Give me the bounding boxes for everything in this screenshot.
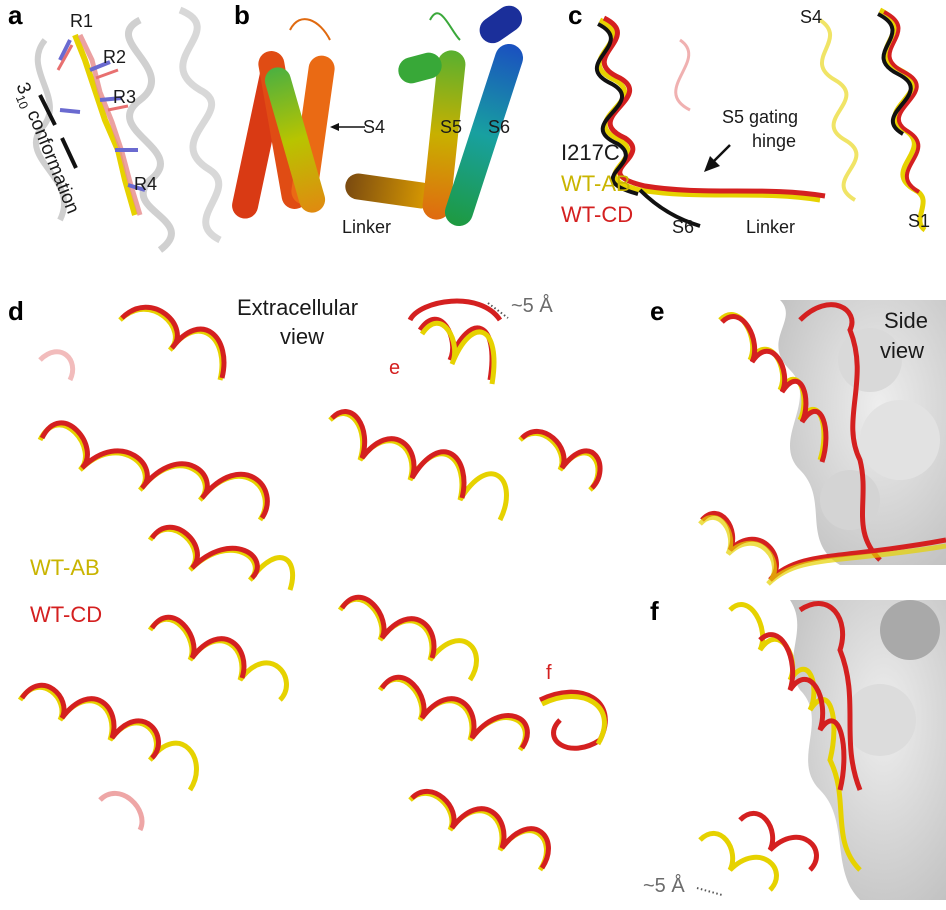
panel-letter-f: f — [650, 596, 659, 626]
panel-c-hinge-arrowhead — [704, 156, 720, 172]
residue-label-r3: R3 — [113, 87, 137, 107]
panel-b-cylinders — [232, 5, 524, 227]
residue-label-r1: R1 — [70, 11, 94, 31]
panel-letter-b: b — [234, 0, 250, 30]
panel-d-distance-dots — [487, 302, 509, 319]
panel-f-distance: ~5 Å — [643, 875, 685, 897]
panel-f-surface — [790, 600, 946, 900]
panel-a-structure — [32, 6, 223, 253]
panel-f-structure — [698, 601, 863, 892]
panel-c-hinge-arrow — [711, 144, 731, 164]
panel-letter-d: d — [8, 296, 24, 326]
residue-label-r2: R2 — [103, 47, 127, 67]
panel-d-structure — [17, 298, 608, 872]
panel-e-title-line2: view — [880, 338, 925, 363]
linker-label-b: Linker — [342, 217, 392, 237]
panel-e-title-line1: Side — [884, 308, 929, 333]
helix-label-s5: S5 — [440, 117, 463, 137]
panel-b-s4-arrowhead — [330, 123, 339, 131]
panel-e-structure — [698, 302, 946, 586]
panel-letter-c: c — [568, 0, 583, 30]
hinge-label-line2: hinge — [752, 131, 797, 151]
panel-d-title-line2: view — [280, 324, 325, 349]
helix-label-s4: S4 — [363, 117, 386, 137]
panel-d-distance: ~5 Å — [511, 295, 553, 317]
helix-label-s6: S6 — [488, 117, 511, 137]
panel-a-dash-1 — [38, 94, 57, 126]
legend-c-wt-ab: WT-AB — [561, 171, 631, 196]
panel-d-marker-e: e — [389, 357, 401, 379]
panel-c-structure — [595, 7, 927, 233]
legend-c-i217c: I217C — [561, 140, 620, 165]
hinge-label-line1: S5 gating — [722, 107, 799, 127]
panel-d-marker-f: f — [546, 662, 552, 684]
panel-d-title-line1: Extracellular — [237, 295, 359, 320]
helix-label-s4-c: S4 — [800, 7, 823, 27]
helix-label-s1: S1 — [908, 211, 931, 231]
linker-label-c: Linker — [746, 217, 796, 237]
legend-d-wt-cd: WT-CD — [30, 602, 103, 627]
panel-a-dash-2 — [60, 137, 78, 169]
panel-f-distance-dots — [696, 887, 723, 896]
legend-d-wt-ab: WT-AB — [30, 555, 100, 580]
panel-letter-a: a — [8, 0, 23, 30]
helix-label-s6-c: S6 — [672, 217, 695, 237]
residue-label-r4: R4 — [134, 174, 158, 194]
legend-c-wt-cd: WT-CD — [561, 202, 634, 227]
panel-letter-e: e — [650, 296, 665, 326]
